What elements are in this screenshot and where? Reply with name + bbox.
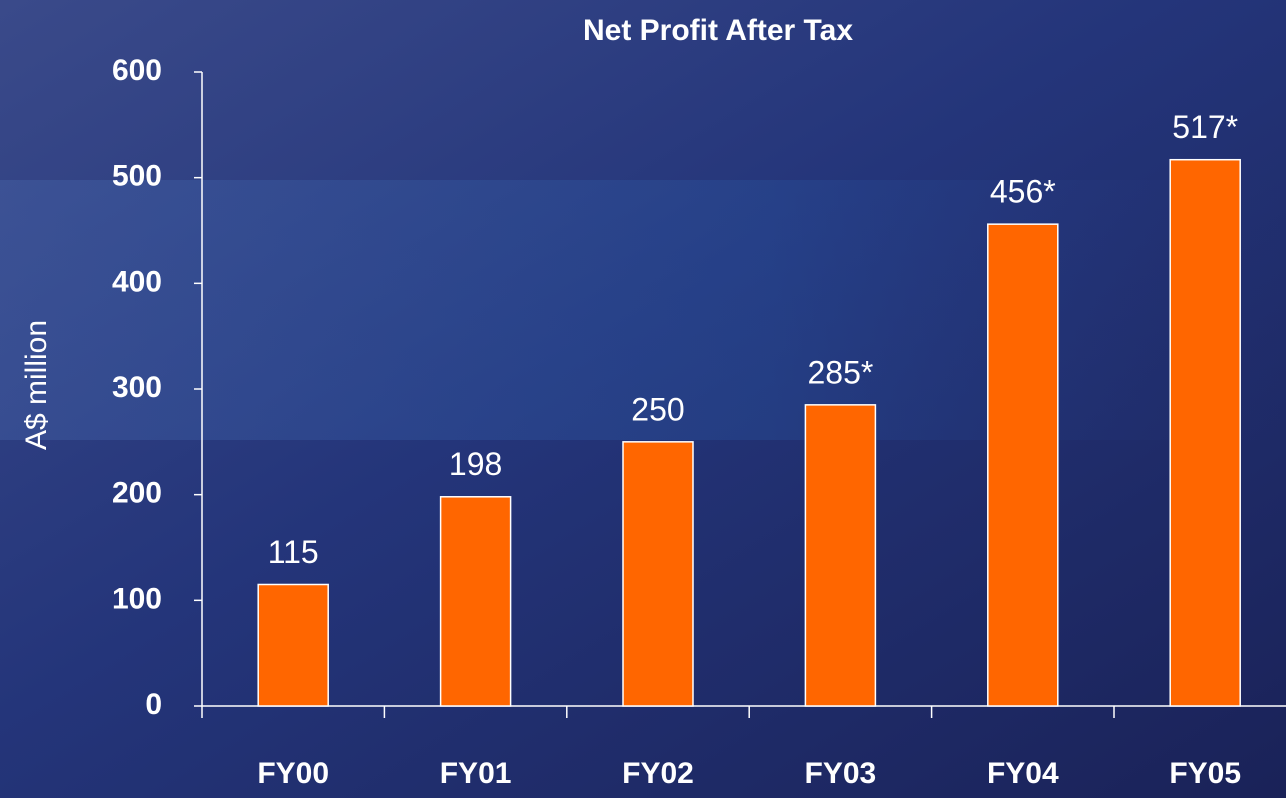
value-label: 456* [990, 174, 1056, 210]
x-tick-label: FY00 [257, 757, 329, 790]
background-band [0, 180, 1286, 440]
y-tick-label: 500 [112, 160, 162, 193]
x-tick-label: FY01 [440, 757, 512, 790]
x-tick-label: FY04 [987, 757, 1059, 790]
x-tick-label: FY02 [622, 757, 694, 790]
bar [439, 496, 512, 707]
x-tick-label: FY05 [1169, 757, 1241, 790]
y-axis-label: A$ million [20, 320, 53, 450]
bar [1169, 158, 1241, 707]
bar [987, 223, 1059, 707]
y-tick-label: 600 [112, 54, 162, 87]
bar [622, 441, 694, 707]
chart-title: Net Profit After Tax [583, 14, 853, 47]
y-tick-label: 0 [145, 688, 162, 721]
y-tick-label: 200 [112, 477, 162, 510]
y-tick-label: 300 [112, 371, 162, 404]
value-label: 517* [1172, 109, 1238, 145]
y-tick-label: 400 [112, 265, 162, 298]
value-label: 115 [268, 534, 319, 570]
value-label: 250 [631, 391, 684, 427]
value-label: 198 [449, 446, 502, 482]
bar [804, 404, 877, 707]
bar [257, 583, 329, 707]
y-tick-label: 100 [112, 582, 162, 615]
x-tick-label: FY03 [805, 757, 877, 790]
value-label: 285* [807, 354, 873, 390]
